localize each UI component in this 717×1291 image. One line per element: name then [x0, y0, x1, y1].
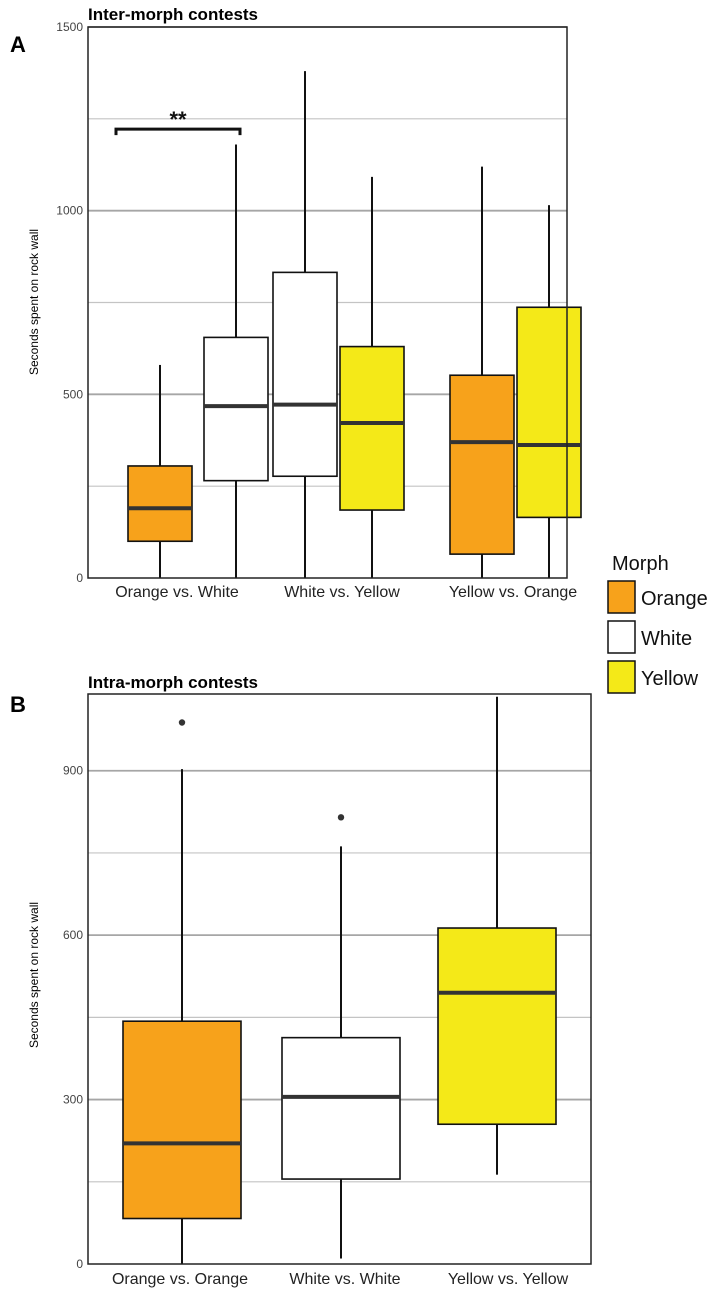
legend-swatch-orange [607, 580, 636, 614]
y-tick-label-900: 900 [63, 764, 83, 778]
panel-b: B Intra-morph contests Seconds spent on … [10, 673, 592, 1288]
box-yellow-vs-orange-orange [449, 166, 515, 578]
box-orange-vs-white-white [203, 144, 269, 578]
y-tick-label-300: 300 [63, 1093, 83, 1107]
iqr-box [437, 927, 557, 1126]
legend-label-white: White [641, 628, 692, 650]
iqr-box [203, 336, 269, 482]
panel-a-frame [87, 26, 568, 579]
legend-swatch-yellow [607, 660, 636, 694]
panel-a-y-ticks: 0 500 1000 1500 [56, 20, 83, 585]
significance-bracket [114, 127, 242, 136]
y-tick-label-600: 600 [63, 928, 83, 942]
legend: Morph Orange White Yellow [607, 553, 708, 694]
legend-swatch-white [607, 620, 636, 654]
y-tick-label-1000: 1000 [56, 204, 83, 218]
legend-item-white: White [607, 620, 692, 654]
box-yellow-vs-yellow-yellow [437, 696, 557, 1175]
y-tick-label-0: 0 [76, 1257, 83, 1271]
panel-b-frame [87, 693, 592, 1265]
box-white-vs-yellow-white [272, 71, 338, 578]
panel-a-title: Inter-morph contests [88, 5, 258, 24]
legend-item-orange: Orange [607, 580, 708, 614]
iqr-box [281, 1036, 401, 1180]
legend-title: Morph [612, 553, 669, 575]
outlier-point [178, 719, 186, 726]
panel-b-y-axis-label: Seconds spent on rock wall [27, 902, 41, 1048]
box-white-vs-yellow-yellow [339, 176, 405, 578]
panel-a: A Inter-morph contests Seconds spent on … [10, 5, 582, 601]
iqr-box [516, 306, 582, 519]
x-category-label-white-vs-white: White vs. White [289, 1271, 400, 1288]
iqr-box [339, 345, 405, 511]
x-category-label-yellow-vs-yellow: Yellow vs. Yellow [448, 1271, 569, 1288]
panel-b-label: B [10, 692, 26, 717]
panel-a-boxes [127, 71, 582, 578]
panel-a-annotations: ** [114, 107, 242, 136]
x-category-label-orange-vs-white: Orange vs. White [115, 584, 239, 601]
iqr-box [449, 374, 515, 555]
box-white-vs-white-white [281, 814, 401, 1259]
legend-item-yellow: Yellow [607, 660, 699, 694]
panel-b-category-labels: Orange vs. Orange White vs. White Yellow v… [112, 1271, 569, 1288]
panel-b-y-ticks: 0 300 600 900 [63, 764, 83, 1271]
iqr-box [127, 465, 193, 543]
x-category-label-orange-vs-orange: Orange vs. Orange [112, 1271, 248, 1288]
iqr-box [122, 1020, 242, 1220]
panel-a-y-axis-label: Seconds spent on rock wall [27, 229, 41, 375]
box-orange-vs-white-orange [127, 364, 193, 578]
outlier-point [337, 814, 345, 821]
iqr-box [272, 271, 338, 478]
significance-stars: ** [169, 107, 187, 132]
x-category-label-yellow-vs-orange: Yellow vs. Orange [449, 584, 577, 601]
legend-label-orange: Orange [641, 588, 708, 610]
panel-a-category-labels: Orange vs. White White vs. Yellow Yellow v… [115, 584, 577, 601]
legend-label-yellow: Yellow [641, 668, 699, 690]
y-tick-label-1500: 1500 [56, 20, 83, 34]
x-category-label-white-vs-yellow: White vs. Yellow [284, 584, 400, 601]
panel-b-title: Intra-morph contests [88, 673, 258, 692]
box-orange-vs-orange-orange [122, 719, 242, 1264]
legend-items: Orange White Yellow [607, 580, 708, 694]
box-yellow-vs-orange-yellow [516, 205, 582, 578]
panel-b-boxes [122, 696, 557, 1264]
y-tick-label-500: 500 [63, 387, 83, 401]
panel-a-label: A [10, 32, 26, 57]
y-tick-label-0: 0 [76, 571, 83, 585]
